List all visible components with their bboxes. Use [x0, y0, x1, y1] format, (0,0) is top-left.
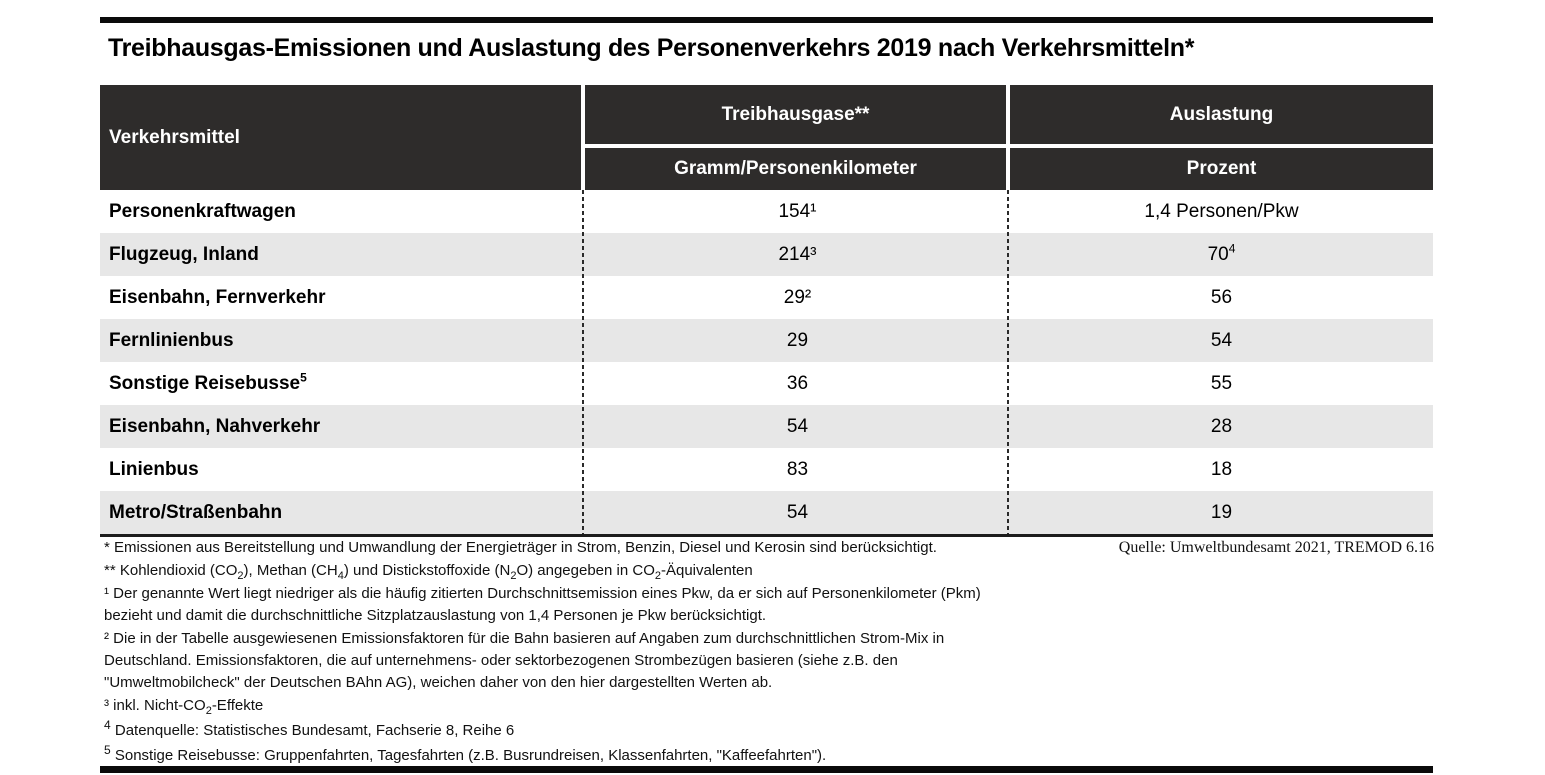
- utilization-value-cell: 1,4 Personen/Pkw: [1144, 200, 1299, 222]
- ghg-value-cell: 154¹: [778, 200, 817, 222]
- utilization-value-cell: 19: [1210, 501, 1233, 523]
- ghg-value-cell: 54: [786, 415, 809, 437]
- transport-mode-cell: Linienbus: [109, 458, 199, 480]
- utilization-value-cell: 704: [1207, 241, 1236, 265]
- footnote: * Emissionen aus Bereitstellung und Umwa…: [104, 539, 937, 556]
- header-cell-auslastung: Auslastung: [1010, 85, 1433, 144]
- table-row: Eisenbahn, Nahverkehr 54 28: [100, 405, 1433, 448]
- header-cell-prozent: Prozent: [1010, 148, 1433, 190]
- table-row: Metro/Straßenbahn 54 19: [100, 491, 1433, 534]
- ghg-value-cell: 214³: [778, 243, 817, 265]
- utilization-value-cell: 54: [1210, 329, 1233, 351]
- ghg-value-cell: 29²: [783, 286, 812, 308]
- ghg-value-cell: 83: [786, 458, 809, 480]
- column-separator-dashed: [582, 190, 584, 534]
- header-unit-row: Gramm/Personenkilometer Prozent: [585, 148, 1433, 190]
- table-row: Linienbus 83 18: [100, 448, 1433, 491]
- table-row: Flugzeug, Inland 214³ 704: [100, 233, 1433, 276]
- utilization-value-cell: 56: [1210, 286, 1233, 308]
- header-right-group: Treibhausgase** Auslastung Gramm/Persone…: [585, 85, 1433, 190]
- table-row: Eisenbahn, Fernverkehr 29² 56: [100, 276, 1433, 319]
- footnote: ² Die in der Tabelle ausgewiesenen Emiss…: [104, 630, 945, 691]
- top-rule: [100, 17, 1433, 23]
- footnote: ** Kohlendioxid (CO2), Methan (CH4) und …: [104, 562, 753, 582]
- footnote: 5 Sonstige Reisebusse: Gruppenfahrten, T…: [104, 743, 827, 764]
- source-credit: Quelle: Umweltbundesamt 2021, TREMOD 6.1…: [1118, 539, 1434, 556]
- column-separator-dashed: [1007, 190, 1009, 534]
- utilization-value-cell: 55: [1210, 372, 1233, 394]
- header-cell-gramm-personenkilometer: Gramm/Personenkilometer: [585, 148, 1006, 190]
- emissions-table: Verkehrsmittel Treibhausgase** Auslastun…: [100, 85, 1433, 537]
- ghg-value-cell: 29: [786, 329, 809, 351]
- utilization-value-cell: 18: [1210, 458, 1233, 480]
- footnote: ³ inkl. Nicht-CO2-Effekte: [104, 697, 264, 717]
- transport-mode-cell: Eisenbahn, Fernverkehr: [109, 286, 326, 308]
- footnote: ¹ Der genannte Wert liegt niedriger als …: [104, 585, 981, 624]
- table-row: Sonstige Reisebusse5 36 55: [100, 362, 1433, 405]
- footnote-and-source-row: * Emissionen aus Bereitstellung und Umwa…: [104, 537, 1434, 560]
- ghg-value-cell: 54: [786, 501, 809, 523]
- ghg-value-cell: 36: [786, 372, 809, 394]
- page-title: Treibhausgas-Emissionen und Auslastung d…: [108, 34, 1195, 62]
- transport-mode-cell: Metro/Straßenbahn: [109, 501, 283, 523]
- table-header: Verkehrsmittel Treibhausgase** Auslastun…: [100, 85, 1433, 190]
- transport-mode-cell: Fernlinienbus: [109, 329, 234, 351]
- transport-mode-cell: Flugzeug, Inland: [109, 243, 259, 265]
- header-group-row: Treibhausgase** Auslastung: [585, 85, 1433, 144]
- utilization-value-cell: 28: [1210, 415, 1233, 437]
- header-cell-verkehrsmittel: Verkehrsmittel: [100, 85, 581, 190]
- footnote: 4 Datenquelle: Statistisches Bundesamt, …: [104, 718, 515, 739]
- table-row: Fernlinienbus 29 54: [100, 319, 1433, 362]
- header-cell-treibhausgase: Treibhausgase**: [585, 85, 1006, 144]
- table-body: Personenkraftwagen 154¹ 1,4 Personen/Pkw Fl…: [100, 190, 1433, 537]
- bottom-rule: [100, 766, 1433, 773]
- footnotes-block: * Emissionen aus Bereitstellung und Umwa…: [104, 537, 1434, 768]
- transport-mode-cell: Sonstige Reisebusse5: [109, 370, 307, 394]
- table-row: Personenkraftwagen 154¹ 1,4 Personen/Pkw: [100, 190, 1433, 233]
- transport-mode-cell: Eisenbahn, Nahverkehr: [109, 415, 321, 437]
- transport-mode-cell: Personenkraftwagen: [109, 200, 296, 222]
